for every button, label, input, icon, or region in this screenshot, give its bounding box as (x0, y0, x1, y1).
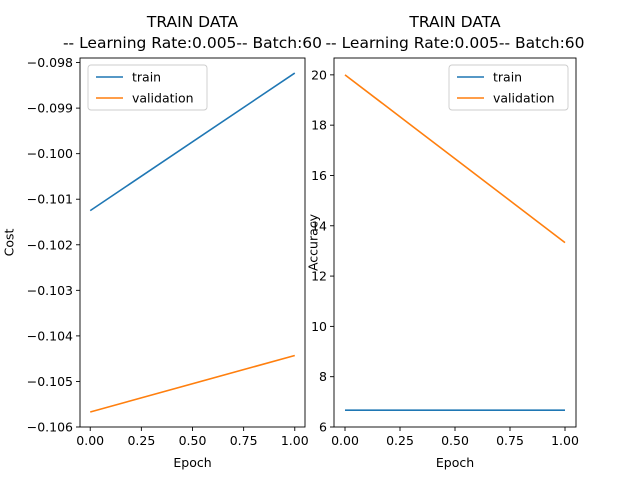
x-tick-label: 0.75 (230, 433, 258, 448)
cost-chart: TRAIN DATA -- Learning Rate:0.005-- Batch… (2, 13, 323, 470)
x-tick-label: 0.00 (76, 433, 104, 448)
y-tick-label: 20 (311, 67, 327, 82)
x-tick-label: 0.25 (127, 433, 155, 448)
axes-frame (333, 57, 577, 428)
series-line-validation (90, 354, 295, 413)
legend-label-validation: validation (132, 91, 194, 106)
y-tick-label: −0.103 (27, 283, 73, 298)
y-tick-label: 16 (311, 168, 327, 183)
legend-label-train: train (493, 70, 522, 85)
legend: train validation (448, 64, 569, 111)
y-tick-label: 18 (311, 118, 327, 133)
chart-subtitle: -- Learning Rate:0.005-- Batch:60 (63, 34, 322, 52)
chart-title: TRAIN DATA (408, 13, 501, 31)
x-axis-label: Epoch (436, 455, 474, 470)
y-tick-label: 6 (319, 420, 327, 435)
series-line-train (89, 72, 296, 212)
y-tick-label: −0.106 (27, 420, 73, 435)
y-tick-label: −0.098 (27, 55, 73, 70)
y-tick-label: −0.102 (27, 237, 73, 252)
y-tick-label: −0.104 (27, 328, 73, 343)
x-tick-label: 0.00 (331, 433, 359, 448)
x-tick-label: 0.25 (386, 433, 414, 448)
y-tick-label: −0.105 (27, 374, 73, 389)
y-tick-label: −0.100 (27, 146, 73, 161)
y-axis-label: Accuracy (306, 213, 321, 271)
x-tick-label: 0.50 (441, 433, 469, 448)
axes-frame (79, 57, 306, 428)
legend: train validation (87, 64, 208, 111)
y-tick-label: −0.101 (27, 192, 73, 207)
y-tick-label: 14 (311, 218, 327, 233)
x-tick-label: 0.50 (179, 433, 207, 448)
x-tick-label: 1.00 (551, 433, 579, 448)
chart-title: TRAIN DATA (146, 13, 239, 31)
x-axis-label: Epoch (173, 455, 211, 470)
chart-subtitle: -- Learning Rate:0.005-- Batch:60 (325, 34, 584, 52)
y-tick-label: 10 (311, 319, 327, 334)
y-tick-label: 8 (319, 369, 327, 384)
x-tick-label: 0.75 (496, 433, 524, 448)
legend-label-train: train (132, 70, 161, 85)
series-line-validation (344, 74, 566, 244)
y-tick-label: 12 (311, 269, 327, 284)
legend-label-validation: validation (493, 91, 555, 106)
x-tick-label: 1.00 (281, 433, 309, 448)
y-tick-label: −0.099 (27, 101, 73, 116)
y-axis-label: Cost (2, 229, 17, 257)
accuracy-chart: TRAIN DATA -- Learning Rate:0.005-- Batch… (306, 13, 585, 470)
